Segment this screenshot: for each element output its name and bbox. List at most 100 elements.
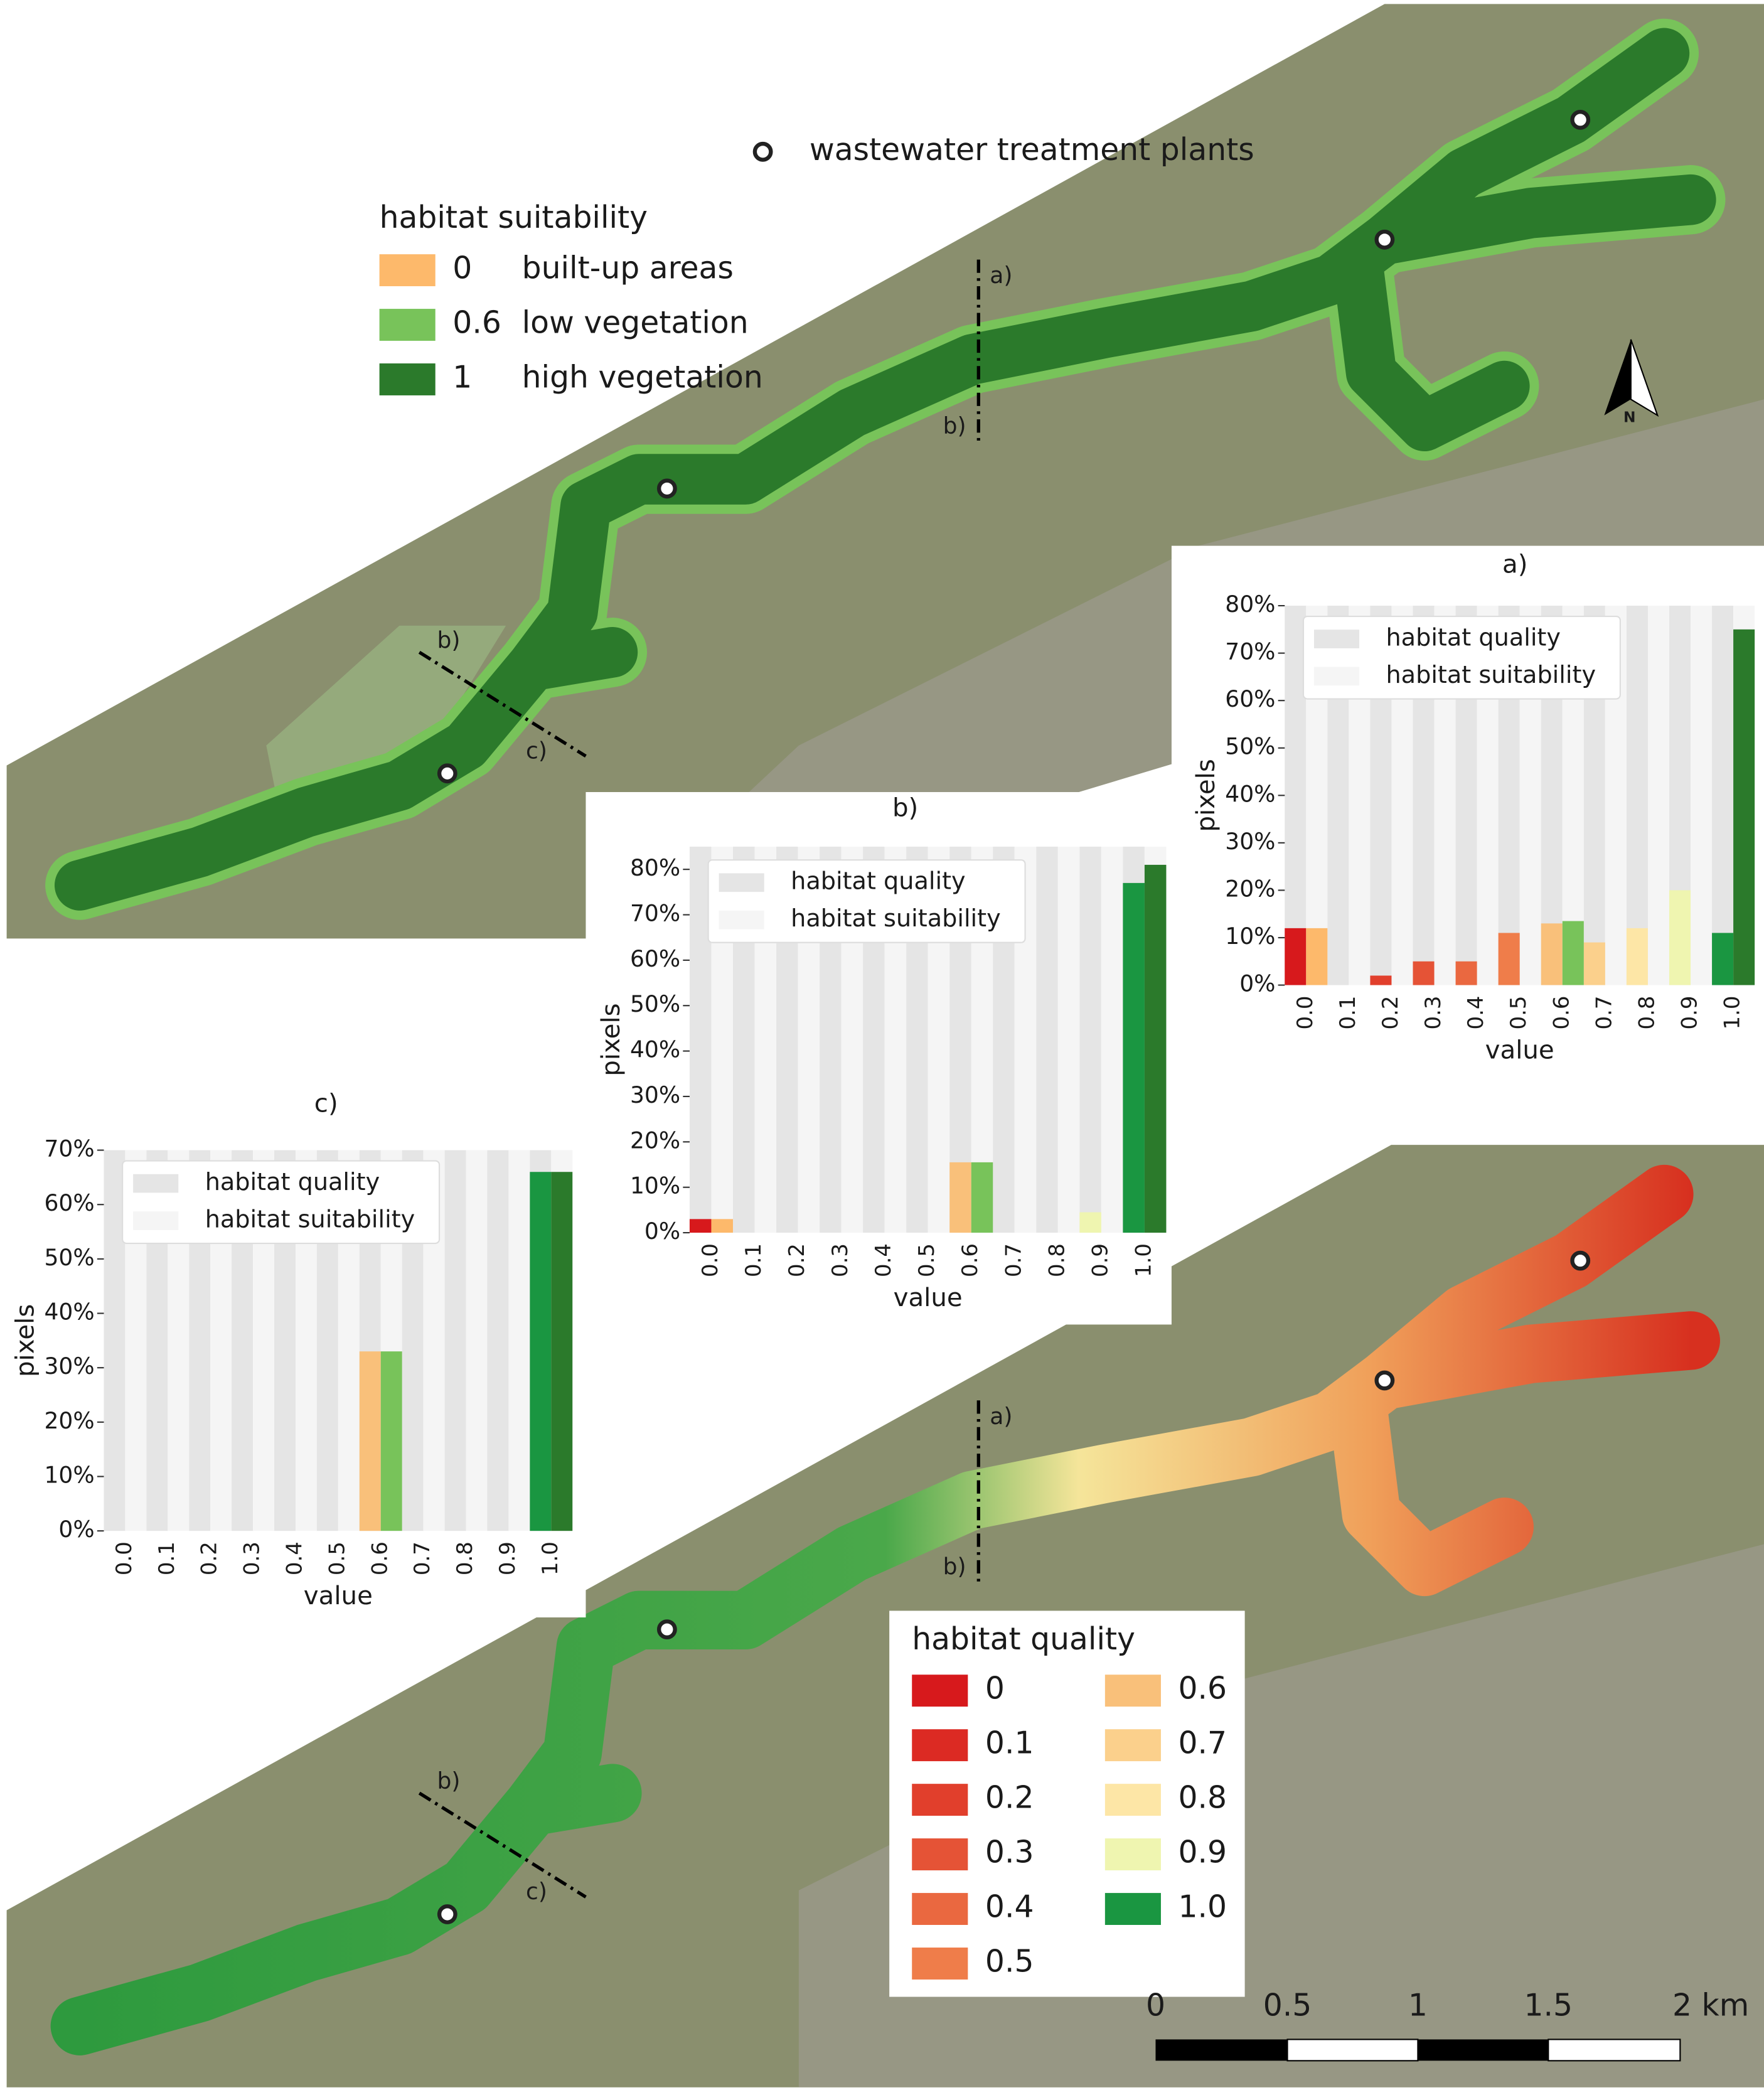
x-tick-label: 1.0 [1720,996,1745,1030]
y-axis-label: pixels [1191,759,1221,832]
x-tick-label: 0.3 [240,1541,265,1575]
scale-label: 0.5 [1263,1988,1312,2023]
bar [1285,928,1307,985]
legend-swatch [1313,667,1360,686]
legend-swatch [912,1729,968,1762]
y-tick-label: 10% [44,1462,94,1489]
legend-title: habitat quality [912,1621,1135,1657]
x-axis-label: value [304,1581,373,1610]
legend-swatch [719,873,764,892]
scale-label: 1 [1408,1988,1428,2023]
legend-label: 0.8 [1179,1780,1227,1816]
legend-swatch [912,1675,968,1707]
scale-label: 0 [1146,1988,1165,2023]
bar [1079,1212,1101,1233]
category-background [1101,846,1123,1233]
legend-box [1302,615,1621,700]
x-tick-label: 1.0 [538,1541,563,1575]
legend-label: 0.9 [1179,1835,1227,1870]
bar [711,1219,733,1233]
legend-swatch [912,1838,968,1871]
bar [1626,928,1648,985]
x-tick-label: 0.0 [112,1541,137,1575]
x-tick-label: 0.2 [1378,996,1403,1030]
river [45,18,1726,920]
y-tick-label: 60% [1225,686,1275,712]
bar [1413,961,1435,985]
section-label: c) [526,1878,547,1905]
north-arrow [1630,339,1659,417]
x-tick-label: 0.9 [495,1541,520,1575]
section-label: b) [437,1768,460,1794]
legend-box [122,1160,441,1245]
legend-swatch [379,309,436,341]
legend-swatch [133,1211,179,1230]
section-line [418,1791,587,1899]
category-background [1691,606,1713,985]
y-tick-label: 20% [630,1127,680,1154]
category-background [444,1150,466,1531]
x-tick-label: 0.0 [1293,996,1318,1030]
bar [689,1219,712,1233]
scale-label: 1.5 [1524,1988,1573,2023]
legend-swatch [1104,1838,1161,1871]
chart-title: c) [314,1088,338,1118]
legend-swatch [1104,1675,1161,1707]
legend-label: 0.7 [1179,1725,1227,1761]
legend-label: habitat suitability [791,905,1001,933]
category-background [487,1150,509,1531]
bar [1370,975,1392,985]
scale-label: 2 km [1672,1988,1749,2023]
section-label: b) [437,627,460,653]
bar [380,1351,402,1531]
y-tick-label: 10% [630,1173,680,1199]
wwtp-marker [1570,109,1591,130]
x-tick-label: 0.2 [197,1541,222,1575]
x-tick-label: 0.4 [1463,996,1489,1030]
bar [1669,890,1691,985]
section-label: c) [526,737,547,764]
legend-label: high vegetation [522,359,763,395]
x-tick-label: 0.5 [1506,996,1531,1030]
y-tick-label: 20% [1225,876,1275,902]
x-tick-label: 0.8 [452,1541,478,1575]
y-tick-label: 40% [1225,781,1275,807]
legend-label: 0.1 [985,1725,1034,1761]
category-background [1079,846,1101,1233]
x-tick-label: 0.7 [410,1541,435,1575]
bar [359,1351,381,1531]
legend-swatch [1313,630,1360,648]
legend-label: habitat suitability [1386,662,1596,689]
bar [1562,921,1584,985]
legend-label: habitat quality [1386,624,1561,652]
y-tick-label: 30% [44,1353,94,1380]
legend-label: 1.0 [1179,1889,1227,1925]
bar [1455,961,1477,985]
legend-swatch [379,254,436,287]
bar [551,1172,573,1531]
bar [1583,942,1605,985]
category-background [466,1150,488,1531]
north-label: N [1623,409,1636,426]
y-tick-label: 10% [1225,923,1275,950]
y-tick-label: 50% [1225,734,1275,760]
y-tick-label: 80% [1225,591,1275,618]
legend-swatch [1104,1893,1161,1925]
y-tick-label: 70% [1225,639,1275,665]
legend-value: 0 [452,250,472,286]
chart-title: a) [1502,549,1527,579]
section-label: a) [990,1403,1012,1430]
chart-title: b) [892,793,918,823]
wwtp-marker [1374,1370,1395,1391]
y-tick-label: 50% [630,991,680,1017]
y-tick-label: 40% [630,1037,680,1063]
scale-segment [1548,2039,1681,2062]
y-tick-label: 50% [44,1245,94,1271]
legend-label: low vegetation [522,305,749,341]
wwtp-marker [437,1904,457,1924]
x-tick-label: 0.1 [1335,996,1360,1030]
category-background [104,1150,126,1531]
x-tick-label: 0.6 [367,1541,392,1575]
category-background [1647,606,1669,985]
bar [1144,864,1167,1233]
